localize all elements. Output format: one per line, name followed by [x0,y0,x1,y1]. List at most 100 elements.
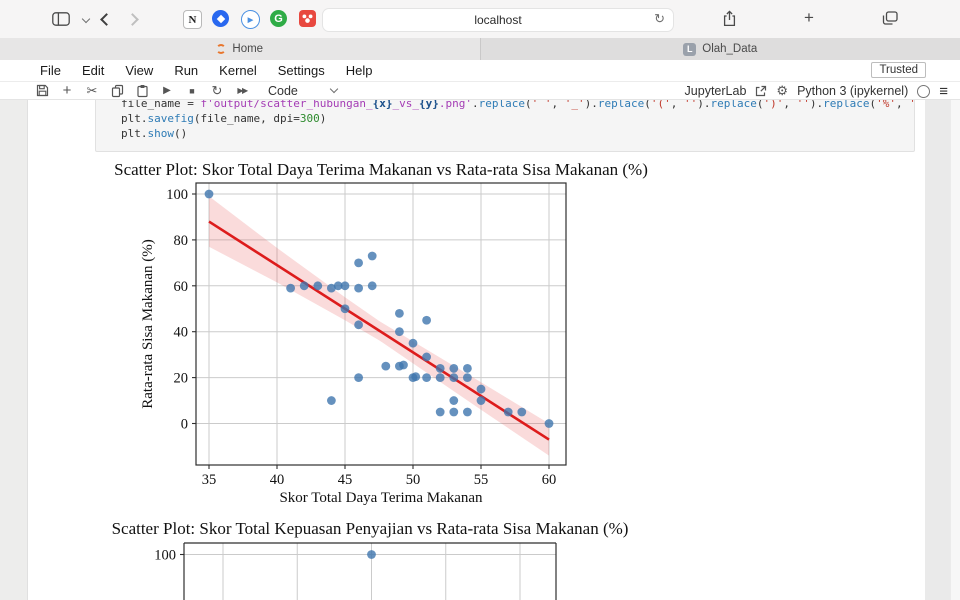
mendeley-icon[interactable] [299,10,316,27]
external-link-icon[interactable] [755,85,767,97]
restart-run-all-button[interactable]: ▶▶ [237,86,248,95]
scatter-point [463,364,472,373]
run-cell-button[interactable]: ▶ [163,85,171,96]
x-tick-label: 55 [474,472,489,488]
scatter-point [422,373,431,382]
scatter-point [422,315,431,325]
sidebar-toggle-button[interactable] [52,12,70,31]
tab-overview-button[interactable] [882,11,898,30]
save-button[interactable] [35,83,49,99]
scatter-point [408,338,418,348]
tab-olah-data[interactable]: L Olah_Data [479,38,960,60]
menu-kernel[interactable]: Kernel [219,63,257,78]
jupyterlab-link[interactable]: JupyterLab [684,84,747,98]
trusted-button[interactable]: Trusted [871,62,926,78]
confidence-band [209,196,549,456]
scatter-point [449,373,459,382]
code-line: file_name = f'output/scatter_hubungan_{x… [121,100,914,110]
scrollbar-track[interactable] [925,100,950,600]
url-text: localhost [474,13,522,27]
cut-cells-button[interactable]: ✂ [86,82,98,98]
scatter-point [395,308,404,318]
scatter-point [313,281,323,291]
scatter-point [286,283,295,293]
notebook-menubar: File Edit View Run Kernel Settings Help … [0,60,960,82]
menu-edit[interactable]: Edit [81,63,105,78]
y-tick-label: 0 [181,417,188,433]
play-circle-icon[interactable]: ▶ [241,10,260,29]
menu-view[interactable]: View [125,63,154,78]
scatter-point [299,281,309,291]
hamburger-menu-icon[interactable]: ≡ [939,82,948,100]
x-tick-label: 35 [202,472,217,488]
l-badge-icon: L [683,42,697,56]
toolbar-right: JupyterLab ⚙ Python 3 (ipykernel) ≡ [685,82,948,100]
chart1-ylabel: Rata-rata Sisa Makanan (%) [140,239,156,409]
x-tick-label: 40 [270,472,285,488]
reload-icon[interactable]: ↻ [654,11,665,26]
scatter-point [411,372,421,382]
address-bar[interactable]: localhost ↻ [322,8,674,32]
menu-file[interactable]: File [40,63,61,78]
x-tick-label: 45 [338,472,353,488]
compass-icon[interactable] [212,10,229,27]
browser-titlebar: N ▶ G localhost ↻ + [0,0,960,38]
scatter-point [340,281,350,291]
gear-icon[interactable]: ⚙ [776,83,789,98]
scatter-point [354,258,363,268]
chart1-xlabel: Skor Total Daya Terima Makanan [279,490,483,506]
scatter-point [381,361,391,371]
code-line: plt.savefig(file_name, dpi=300) [121,112,327,125]
notebook-content: file_name = f'output/scatter_hubungan_{x… [0,100,960,600]
copy-cells-button[interactable] [110,83,124,99]
scatter-point [476,384,486,394]
scatter-point [449,364,459,373]
cell-type-chevron-icon[interactable] [329,84,339,94]
jupyter-icon [216,44,227,54]
tab-home[interactable]: Home [0,38,480,60]
scatter-point [517,407,527,417]
share-button[interactable] [722,10,737,32]
tabs-icon [882,11,898,25]
code-line: plt.show() [121,127,188,140]
grammarly-icon[interactable]: G [270,10,287,27]
menu-run[interactable]: Run [174,63,199,78]
scatter-point [544,419,554,428]
kernel-status-icon [917,84,931,98]
back-button[interactable] [100,13,113,26]
y-tick-label: 80 [174,233,189,249]
scatter-point [435,373,445,382]
axes-box [195,182,567,466]
cell-type-dropdown[interactable]: Code [268,83,298,98]
notebook-chart-output: 35 40 45 50 55 60 0 20 40 60 80 100 Scatter Plot: Sk… [112,160,648,600]
scatter-point [395,327,404,337]
restart-kernel-button[interactable]: ↻ [211,82,223,98]
scatter-point [503,407,513,417]
notion-icon[interactable]: N [183,10,202,29]
y-tick-label: 40 [174,325,189,341]
scatter-point [449,407,459,417]
menu-help[interactable]: Help [345,63,373,78]
y-tick-label: 20 [174,371,189,387]
menu-settings[interactable]: Settings [277,63,325,78]
new-tab-button[interactable]: + [804,8,814,27]
chevron-down-icon[interactable] [81,14,91,24]
insert-cell-button[interactable]: + [62,82,72,99]
compass-needle [216,14,225,23]
tab-home-label: Home [232,43,264,55]
x-tick-label: 50 [406,472,421,488]
code-cell[interactable]: file_name = f'output/scatter_hubungan_{x… [95,100,915,152]
scatter-point [204,189,214,199]
kernel-name[interactable]: Python 3 (ipykernel) [797,84,909,98]
share-icon [723,10,736,27]
stop-kernel-button[interactable]: ■ [189,85,195,96]
mendeley-glyph [302,14,313,23]
forward-button[interactable] [126,13,139,26]
paste-cells-button[interactable] [135,83,149,99]
scatter-point [463,407,472,417]
scatter-point [354,283,363,293]
code-editor[interactable]: file_name = f'output/scatter_hubungan_{x… [121,100,914,141]
copy-icon [111,84,123,97]
scatter-point [354,320,363,330]
